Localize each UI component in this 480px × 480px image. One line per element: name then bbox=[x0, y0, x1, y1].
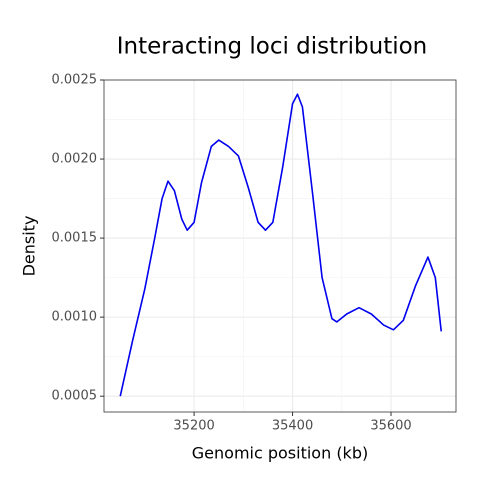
y-tick-label: 0.0015 bbox=[52, 231, 98, 246]
chart-title: Interacting loci distribution bbox=[117, 34, 428, 60]
y-tick-label: 0.0025 bbox=[52, 73, 98, 88]
panel-border bbox=[103, 79, 457, 413]
x-tick-label: 35200 bbox=[173, 419, 214, 434]
y-tick-label: 0.0005 bbox=[52, 389, 98, 404]
y-tick-label: 0.0020 bbox=[52, 152, 98, 167]
line bbox=[119, 93, 443, 397]
y-tick-label: 0.0010 bbox=[52, 310, 98, 325]
x-tick-label: 35600 bbox=[370, 419, 411, 434]
x-tick-label: 35400 bbox=[272, 419, 313, 434]
y-axis-title: Density bbox=[20, 216, 39, 277]
x-axis-title: Genomic position (kb) bbox=[192, 444, 368, 463]
